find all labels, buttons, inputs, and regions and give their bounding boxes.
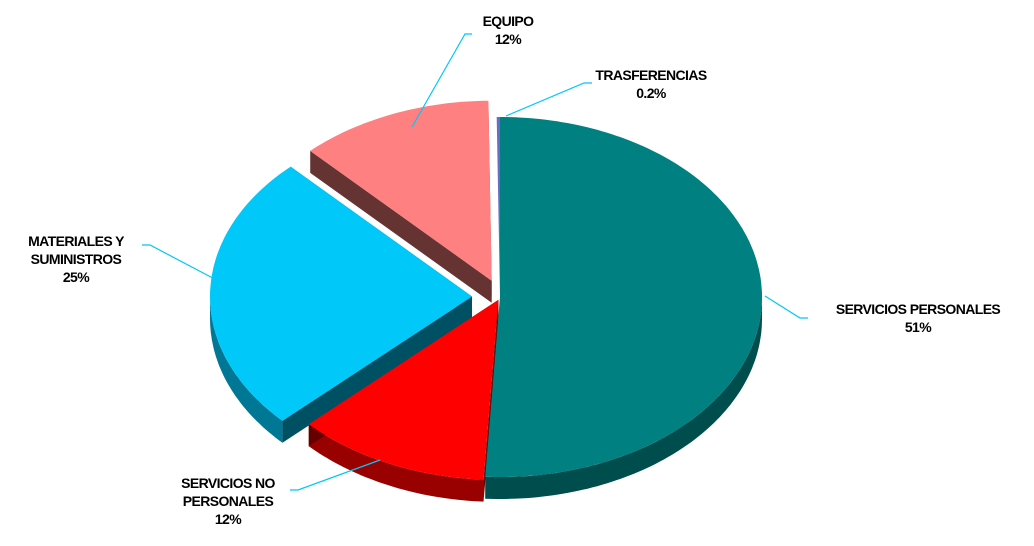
category-label: SERVICIOS NO PERSONALES: [181, 475, 275, 509]
category-label: MATERIALES Y SUMINISTROS: [28, 233, 124, 267]
leader-line: [505, 82, 592, 117]
leader-line: [290, 459, 381, 491]
percent-label: 51%: [904, 319, 932, 335]
slice-side: [308, 424, 484, 502]
category-label: SERVICIOS PERSONALES: [835, 301, 1001, 317]
slice: [496, 117, 500, 297]
slice-face: [282, 296, 473, 443]
percent-label: 12%: [214, 511, 242, 527]
data-label: TRASFERENCIAS 0.2%: [576, 66, 726, 102]
slice: [308, 299, 499, 480]
slice: [485, 117, 762, 477]
category-label: EQUIPO: [482, 13, 534, 29]
slice-side: [210, 296, 283, 443]
leader-line: [764, 295, 808, 319]
leader-line: [411, 33, 472, 128]
category-label: TRASFERENCIAS: [595, 67, 707, 83]
percent-label: 25%: [62, 269, 90, 285]
slice-side: [485, 297, 762, 499]
data-label: SERVICIOS PERSONALES 51%: [798, 300, 1034, 336]
slice: [210, 166, 473, 421]
percent-label: 0.2%: [636, 85, 666, 101]
percent-label: 12%: [494, 31, 522, 47]
slice-face: [483, 299, 499, 502]
slice: [310, 100, 492, 281]
data-label: SERVICIOS NO PERSONALES 12%: [158, 474, 298, 528]
data-label: MATERIALES Y SUMINISTROS 25%: [1, 232, 151, 286]
data-label: EQUIPO 12%: [458, 12, 558, 48]
leader-line: [142, 244, 227, 286]
slice-face: [310, 150, 492, 303]
